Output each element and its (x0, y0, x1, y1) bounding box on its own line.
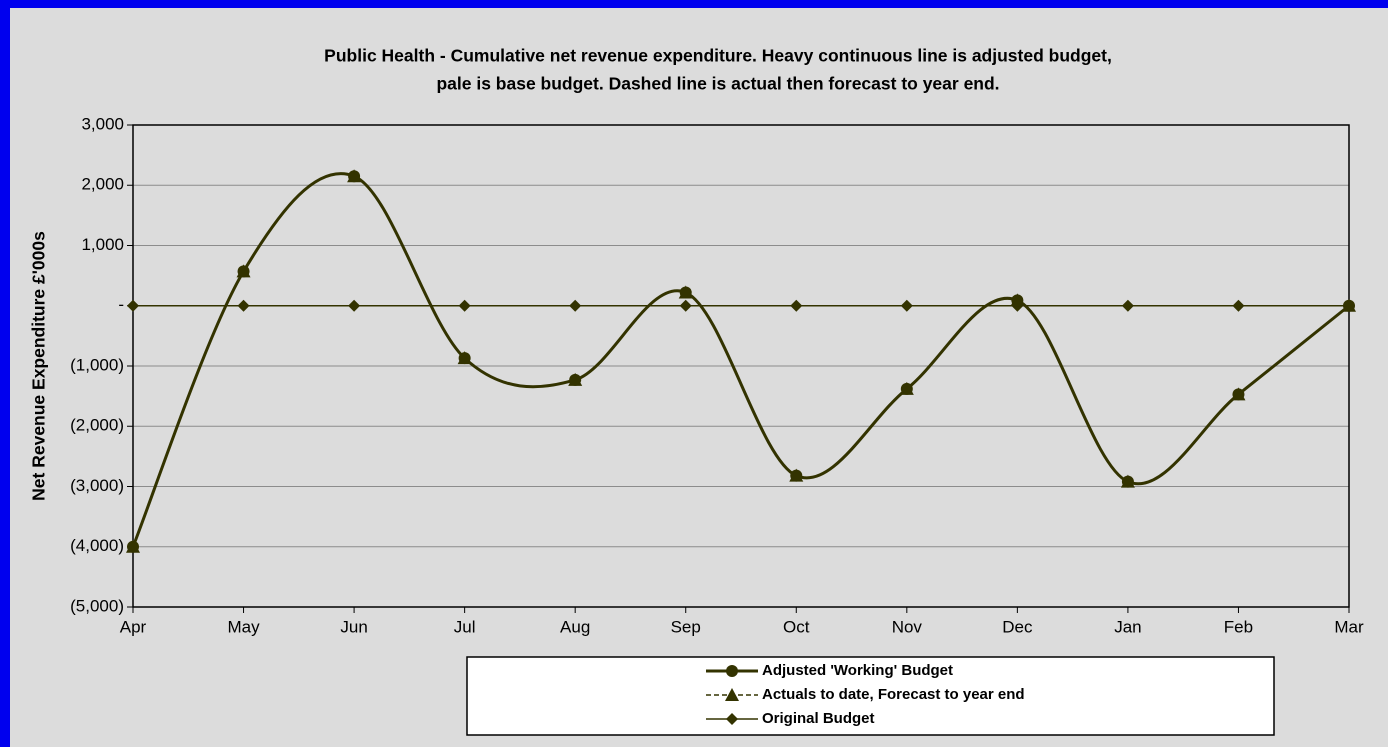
chart-title: Public Health - Cumulative net revenue e… (324, 46, 1112, 66)
x-tick-label: Jan (1114, 617, 1141, 636)
y-tick-label: (2,000) (70, 416, 124, 435)
marker (1121, 299, 1134, 312)
x-tick-label: May (227, 617, 260, 636)
marker (569, 373, 582, 386)
marker (726, 665, 738, 677)
marker (1011, 294, 1024, 307)
y-tick-label: (4,000) (70, 536, 124, 555)
x-tick-label: Feb (1224, 617, 1253, 636)
legend-label: Original Budget (762, 710, 875, 727)
marker (1343, 299, 1355, 312)
x-tick-label: Sep (671, 617, 701, 636)
marker (348, 170, 361, 183)
x-tick-label: Jun (340, 617, 367, 636)
legend-label: Actuals to date, Forecast to year end (762, 686, 1025, 703)
y-tick-label: 3,000 (81, 114, 124, 133)
chart-title: pale is base budget. Dashed line is actu… (436, 74, 999, 94)
marker (725, 688, 739, 701)
marker (237, 299, 250, 312)
marker (790, 299, 803, 312)
x-tick-label: Aug (560, 617, 590, 636)
marker (348, 299, 361, 312)
marker (900, 299, 913, 312)
marker (458, 352, 471, 365)
plot-border (132, 124, 1350, 608)
legend-label: Adjusted 'Working' Budget (762, 662, 953, 679)
y-tick-label: (1,000) (70, 355, 124, 374)
marker (900, 382, 913, 395)
marker (1232, 388, 1245, 401)
x-tick-label: Oct (783, 617, 810, 636)
y-tick-label: 1,000 (81, 235, 124, 254)
x-tick-label: Mar (1334, 617, 1364, 636)
x-tick-label: Dec (1002, 617, 1033, 636)
marker (679, 299, 692, 312)
y-tick-label: 2,000 (81, 175, 124, 194)
legend (466, 656, 1275, 736)
y-axis-title: Net Revenue Expenditure £'000s (29, 231, 49, 501)
y-tick-label: (3,000) (70, 476, 124, 495)
marker (790, 469, 803, 482)
marker (127, 299, 139, 312)
marker (458, 299, 471, 312)
y-tick-label: (5,000) (70, 596, 124, 615)
marker (1232, 299, 1245, 312)
marker (1121, 475, 1134, 488)
marker (127, 540, 139, 553)
marker (726, 713, 738, 725)
marker (569, 299, 582, 312)
marker (679, 286, 692, 299)
x-tick-label: Nov (892, 617, 923, 636)
y-tick-label: - (118, 295, 124, 314)
x-tick-label: Apr (120, 617, 147, 636)
marker (237, 265, 250, 278)
x-tick-label: Jul (454, 617, 476, 636)
